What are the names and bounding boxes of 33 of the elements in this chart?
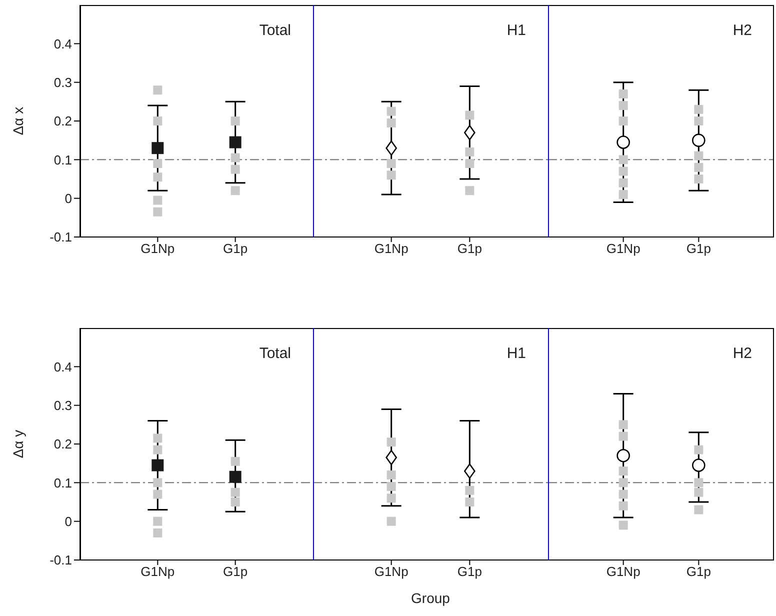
- x-tick-label: G1Np: [374, 564, 408, 580]
- x-tick-label: G1p: [686, 564, 711, 580]
- y-axis-title: Δα y: [10, 430, 26, 458]
- x-tick-label: G1Np: [606, 564, 640, 580]
- annotation: Total: [259, 22, 291, 39]
- y-tick-label: 0.1: [54, 152, 72, 168]
- annotation: H1: [506, 345, 526, 362]
- y-tick-label: 0.4: [54, 36, 72, 52]
- x-axis-title: Group: [410, 590, 451, 606]
- x-tick-label: G1p: [686, 241, 711, 256]
- annotation: Total: [259, 345, 291, 362]
- y-tick-label: -0.1: [50, 230, 72, 245]
- x-tick-label: G1p: [223, 241, 248, 256]
- y-tick-label: 0.4: [54, 359, 72, 374]
- annotation: H2: [732, 22, 752, 39]
- y-tick-label: 0.3: [54, 74, 72, 90]
- y-tick-label: 0.2: [54, 436, 72, 452]
- y-tick-label: 0.2: [54, 114, 72, 129]
- y-tick-label: 0.3: [54, 398, 72, 413]
- y-tick-label: 0: [64, 190, 72, 206]
- y-axis-title: Δα x: [10, 106, 26, 136]
- y-tick-label: 0: [64, 514, 72, 529]
- x-tick-label: G1Np: [140, 564, 175, 580]
- x-tick-label: G1p: [223, 564, 248, 580]
- annotation: H1: [506, 22, 526, 39]
- y-tick-label: 0.1: [54, 475, 72, 490]
- x-tick-label: G1p: [457, 241, 482, 256]
- x-tick-label: G1Np: [606, 241, 640, 256]
- x-tick-label: G1p: [457, 564, 482, 580]
- x-tick-label: G1Np: [374, 241, 408, 256]
- annotation: H2: [732, 345, 752, 362]
- x-tick-label: G1Np: [140, 241, 175, 256]
- y-tick-label: -0.1: [50, 552, 72, 568]
